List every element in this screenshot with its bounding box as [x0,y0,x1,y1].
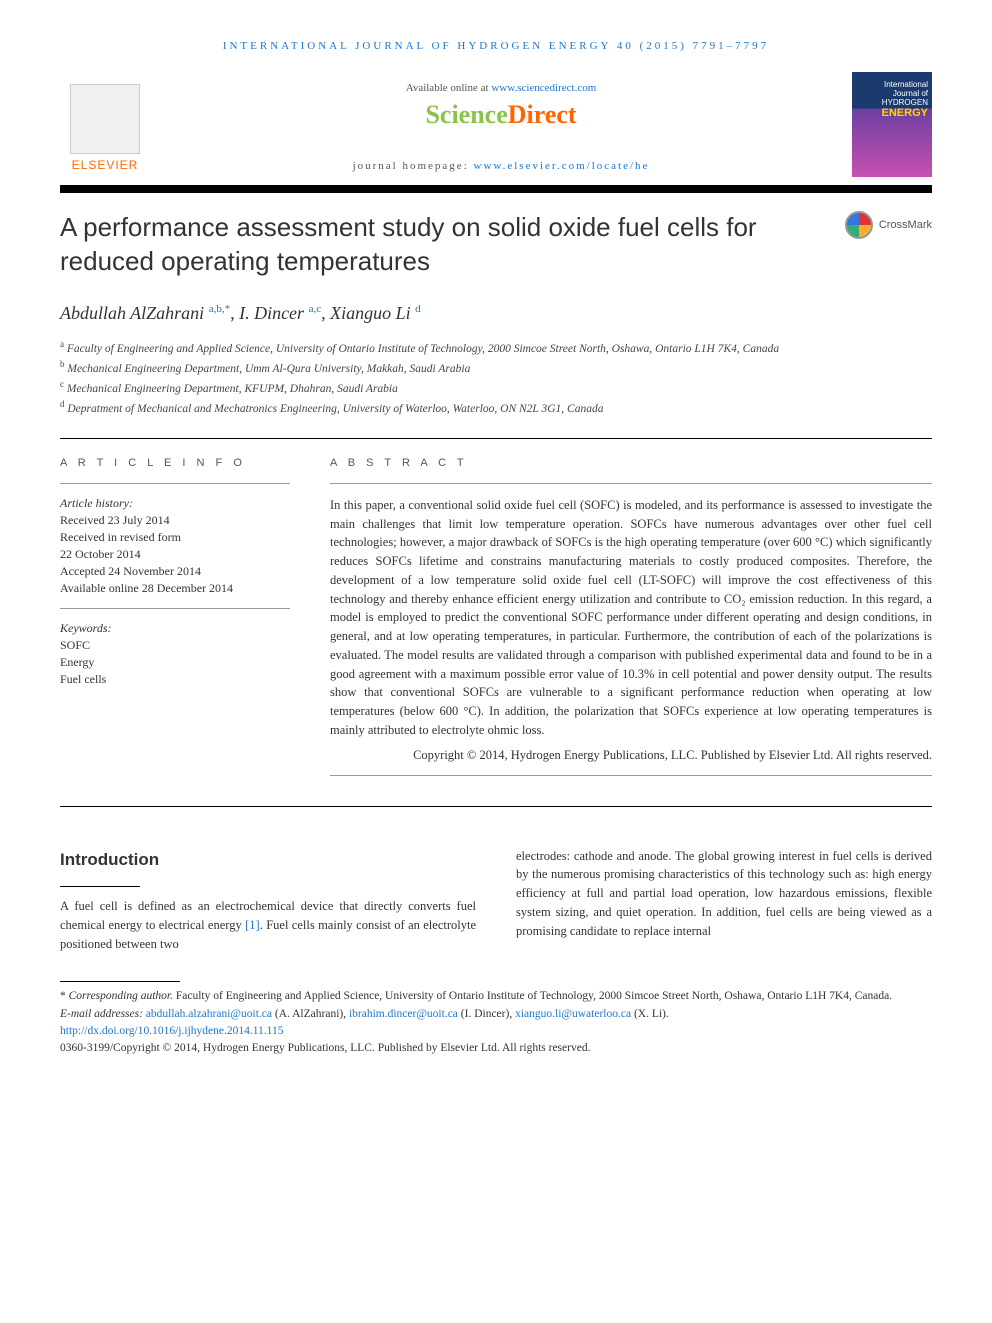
header-rule [60,185,932,193]
author-star: * [225,303,231,315]
keyword-2: Energy [60,655,290,670]
two-column-body: Introduction A fuel cell is defined as a… [60,847,932,954]
section-divider [60,806,932,807]
journal-homepage-link[interactable]: www.elsevier.com/locate/he [474,160,650,172]
cover-title: International Journal of HYDROGEN ENERGY [856,80,928,119]
affiliation-d: d Depratment of Mechanical and Mechatron… [60,398,932,418]
corresponding-author-line: * Corresponding author. Faculty of Engin… [60,988,932,1005]
abstract-text: In this paper, a conventional solid oxid… [330,496,932,740]
history-heading: Article history: [60,496,290,511]
cover-line3: ENERGY [856,107,928,119]
author-name: Xianguo Li [330,303,411,323]
abstract-column: A B S T R A C T In this paper, a convent… [330,457,932,788]
abstract-end-divider [330,775,932,776]
doi-link[interactable]: http://dx.doi.org/10.1016/j.ijhydene.201… [60,1023,932,1040]
info-divider [60,608,290,609]
author-3: Xianguo Li d [330,303,421,323]
title-row: A performance assessment study on solid … [60,211,932,279]
footer-section: * Corresponding author. Faculty of Engin… [60,981,932,1057]
cover-line2: HYDROGEN [856,98,928,107]
affil-sup: c [60,379,64,389]
author-name: I. Dincer [239,303,304,323]
header-center-links: Available online at www.sciencedirect.co… [150,72,852,172]
sciencedirect-word2: Direct [508,100,577,129]
cover-line1: International Journal of [856,80,928,98]
email-2[interactable]: ibrahim.dincer@uoit.ca [349,1008,458,1020]
abstract-label: A B S T R A C T [330,457,932,469]
email-1[interactable]: abdullah.alzahrani@uoit.ca [146,1008,272,1020]
affil-text: Faculty of Engineering and Applied Scien… [67,342,779,354]
affiliation-a: a Faculty of Engineering and Applied Sci… [60,338,932,358]
keyword-1: SOFC [60,638,290,653]
email-3[interactable]: xianguo.li@uwaterloo.ca [515,1008,631,1020]
sciencedirect-url[interactable]: www.sciencedirect.com [491,82,596,94]
abstract-copyright: Copyright © 2014, Hydrogen Energy Public… [330,748,932,763]
affil-sup: d [60,399,65,409]
citation-1[interactable]: [1] [245,918,260,932]
accepted-date: Accepted 24 November 2014 [60,564,290,579]
affil-text: Depratment of Mechanical and Mechatronic… [67,403,603,415]
journal-cover-thumbnail: International Journal of HYDROGEN ENERGY [852,72,932,177]
article-info-column: A R T I C L E I N F O Article history: R… [60,457,290,788]
author-sup: d [415,303,421,315]
elsevier-logo: ELSEVIER [60,72,150,172]
author-sup: a,b, [209,303,225,315]
corr-star: * [60,990,66,1002]
body-column-right: electrodes: cathode and anode. The globa… [516,847,932,954]
footer-rule [60,981,180,982]
body-column-left: Introduction A fuel cell is defined as a… [60,847,476,954]
intro-paragraph: A fuel cell is defined as an electrochem… [60,897,476,953]
corr-text: Faculty of Engineering and Applied Scien… [173,990,892,1002]
issn-copyright-line: 0360-3199/Copyright © 2014, Hydrogen Ene… [60,1040,932,1057]
keyword-3: Fuel cells [60,672,290,687]
email-who-1: (A. AlZahrani), [272,1008,349,1020]
available-online-text: Available online at www.sciencedirect.co… [150,82,852,94]
journal-citation-header: INTERNATIONAL JOURNAL OF HYDROGEN ENERGY… [60,40,932,52]
email-who-3: (X. Li). [631,1008,669,1020]
revised-label: Received in revised form [60,530,290,545]
author-sup: a,c [309,303,322,315]
received-date: Received 23 July 2014 [60,513,290,528]
author-2: I. Dincer a,c [239,303,321,323]
affiliation-b: b Mechanical Engineering Department, Umm… [60,358,932,378]
email-addresses-line: E-mail addresses: abdullah.alzahrani@uoi… [60,1006,932,1023]
email-label: E-mail addresses: [60,1008,146,1020]
author-1: Abdullah AlZahrani a,b,* [60,303,230,323]
affil-sup: b [60,359,65,369]
authors-line: Abdullah AlZahrani a,b,*, I. Dincer a,c,… [60,303,932,324]
info-abstract-row: A R T I C L E I N F O Article history: R… [60,439,932,806]
article-title: A performance assessment study on solid … [60,211,825,279]
crossmark-badge[interactable]: CrossMark [845,211,932,239]
elsevier-tree-icon [70,84,140,154]
elsevier-label: ELSEVIER [72,158,139,172]
journal-homepage-line: journal homepage: www.elsevier.com/locat… [150,160,852,172]
sciencedirect-logo[interactable]: ScienceDirect [150,100,852,130]
online-date: Available online 28 December 2014 [60,581,290,596]
crossmark-icon [845,211,873,239]
affiliation-c: c Mechanical Engineering Department, KFU… [60,378,932,398]
affil-text: Mechanical Engineering Department, Umm A… [67,363,470,375]
keywords-heading: Keywords: [60,621,290,636]
affil-sup: a [60,339,64,349]
author-name: Abdullah AlZahrani [60,303,204,323]
body-section: Introduction A fuel cell is defined as a… [60,847,932,954]
affiliations-block: a Faculty of Engineering and Applied Sci… [60,338,932,418]
introduction-heading: Introduction [60,847,476,873]
intro-paragraph-cont: electrodes: cathode and anode. The globa… [516,847,932,941]
info-divider [60,483,290,484]
sciencedirect-word1: Science [425,100,507,129]
heading-rule [60,886,140,887]
email-who-2: (I. Dincer), [458,1008,515,1020]
affil-text: Mechanical Engineering Department, KFUPM… [67,383,398,395]
publisher-header-row: ELSEVIER Available online at www.science… [60,72,932,177]
homepage-prefix: journal homepage: [353,160,474,172]
article-info-label: A R T I C L E I N F O [60,457,290,469]
revised-date: 22 October 2014 [60,547,290,562]
corr-label: Corresponding author. [69,990,173,1002]
abstract-divider [330,483,932,484]
crossmark-label: CrossMark [879,219,932,231]
available-prefix: Available online at [406,82,492,94]
